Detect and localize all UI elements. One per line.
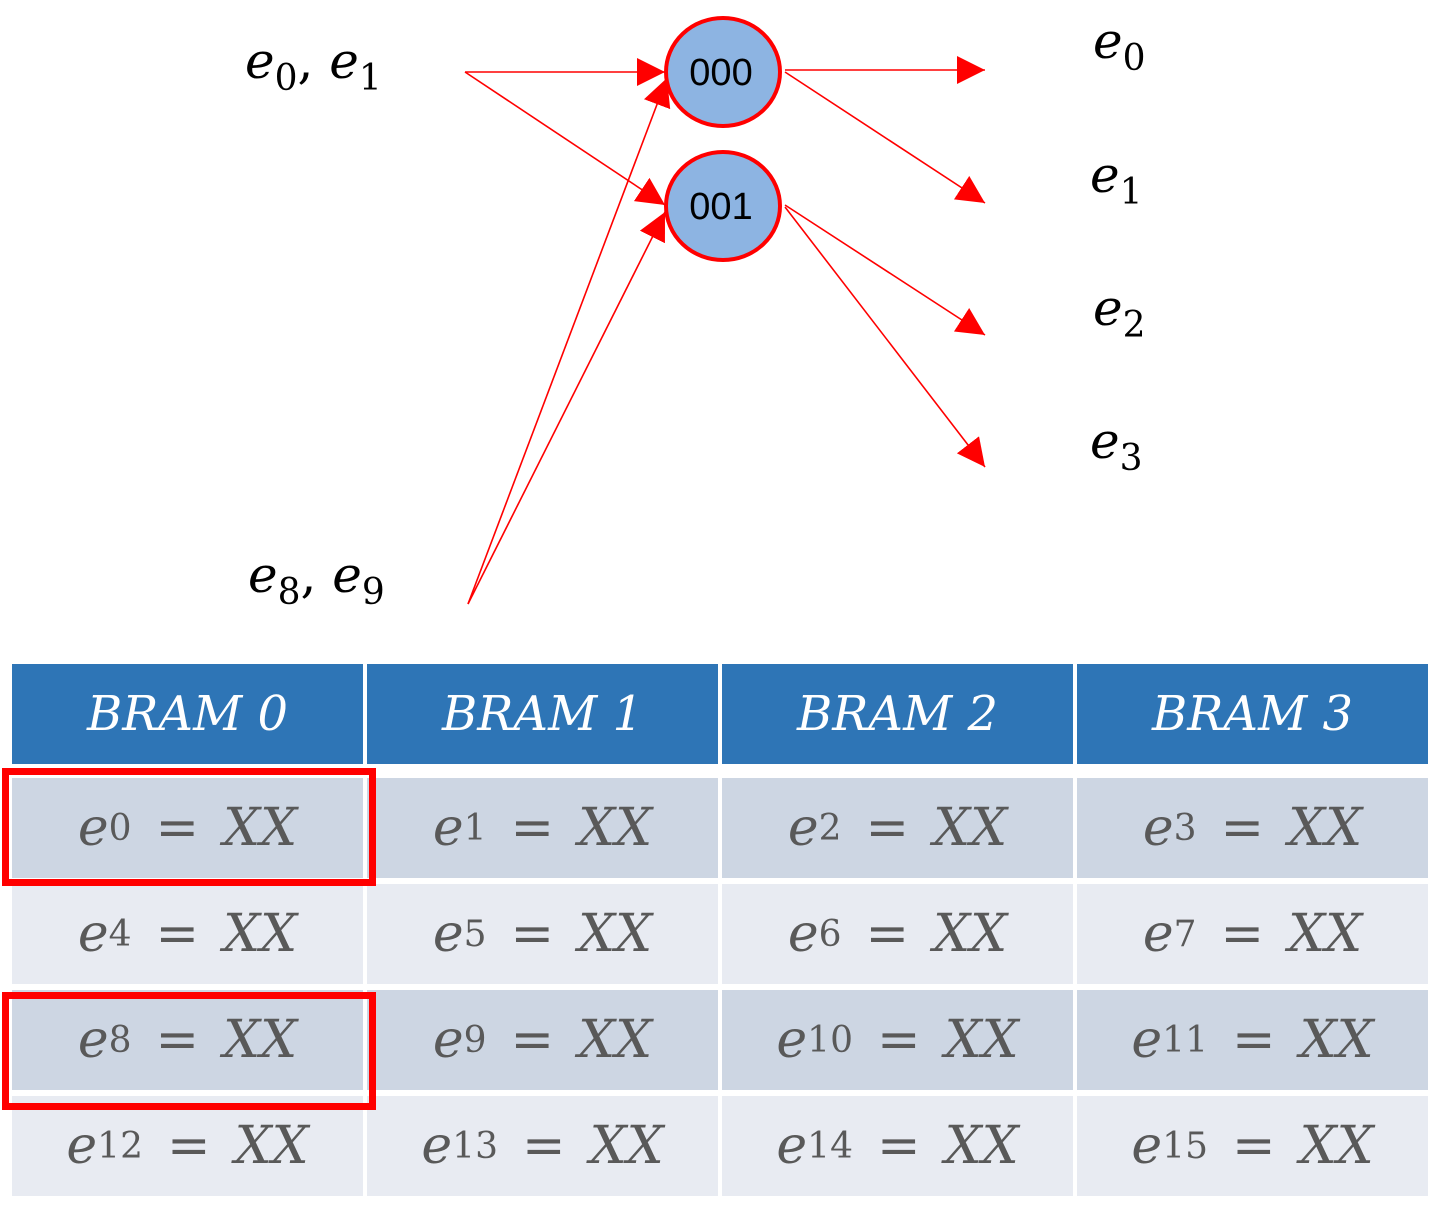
table-cell: e 9 = XX <box>367 990 718 1090</box>
bram-header-3: BRAM 3 <box>1077 664 1428 764</box>
output-label-e1: e1 <box>1090 146 1143 213</box>
input-edges <box>464 58 671 605</box>
bram-header-2: BRAM 2 <box>722 664 1073 764</box>
table-cell: e 2 = XX <box>722 778 1073 878</box>
table-cell: e 10 = XX <box>722 990 1073 1090</box>
output-edges <box>784 56 986 468</box>
node-000: 000 <box>664 16 782 128</box>
table-cell: e 4 = XX <box>12 884 363 984</box>
bram-header-1: BRAM 1 <box>367 664 718 764</box>
table-cell: e 1 = XX <box>367 778 718 878</box>
edge-e0e1-to-001 <box>464 71 666 206</box>
table-row: e 8 = XX e 9 = XX e 10 = XX e 11 = XX <box>12 990 1428 1090</box>
node-000-label: 000 <box>689 52 752 94</box>
node-001-label: 001 <box>689 186 752 228</box>
bram-header-row: BRAM 0 BRAM 1 BRAM 2 BRAM 3 <box>12 664 1428 764</box>
output-label-e2: e2 <box>1093 279 1146 346</box>
output-label-e0: e0 <box>1093 12 1146 79</box>
edge-001-to-e2 <box>784 204 986 336</box>
table-cell: e 0 = XX <box>12 778 363 878</box>
table-cell: e 3 = XX <box>1077 778 1428 878</box>
output-label-e3: e3 <box>1090 412 1143 479</box>
bram-table: BRAM 0 BRAM 1 BRAM 2 BRAM 3 e 0 = XX e 1 = XX … <box>12 664 1428 1196</box>
table-cell: e 15 = XX <box>1077 1096 1428 1196</box>
input-label-e0-e1: e0, e1 <box>245 32 382 99</box>
dataflow-diagram: 000 001 e0, e1 e8, e9 e0 e1 e2 e3 <box>245 12 1146 613</box>
edge-001-to-e3 <box>784 206 986 468</box>
node-001: 001 <box>664 150 782 262</box>
edge-000-to-e1 <box>784 71 986 204</box>
edge-e8e9-to-001 <box>467 211 666 605</box>
table-cell: e 13 = XX <box>367 1096 718 1196</box>
table-cell: e 11 = XX <box>1077 990 1428 1090</box>
table-cell: e 12 = XX <box>12 1096 363 1196</box>
bram-header-0: BRAM 0 <box>12 664 363 764</box>
table-cell: e 14 = XX <box>722 1096 1073 1196</box>
table-cell: e 8 = XX <box>12 990 363 1090</box>
table-cell: e 5 = XX <box>367 884 718 984</box>
table-row: e 4 = XX e 5 = XX e 6 = XX e 7 = XX <box>12 884 1428 984</box>
table-cell: e 6 = XX <box>722 884 1073 984</box>
edge-e8e9-to-000 <box>467 77 671 605</box>
table-row: e 12 = XX e 13 = XX e 14 = XX e 15 = XX <box>12 1096 1428 1196</box>
input-label-e8-e9: e8, e9 <box>248 546 385 613</box>
table-cell: e 7 = XX <box>1077 884 1428 984</box>
table-row: e 0 = XX e 1 = XX e 2 = XX e 3 = XX <box>12 778 1428 878</box>
